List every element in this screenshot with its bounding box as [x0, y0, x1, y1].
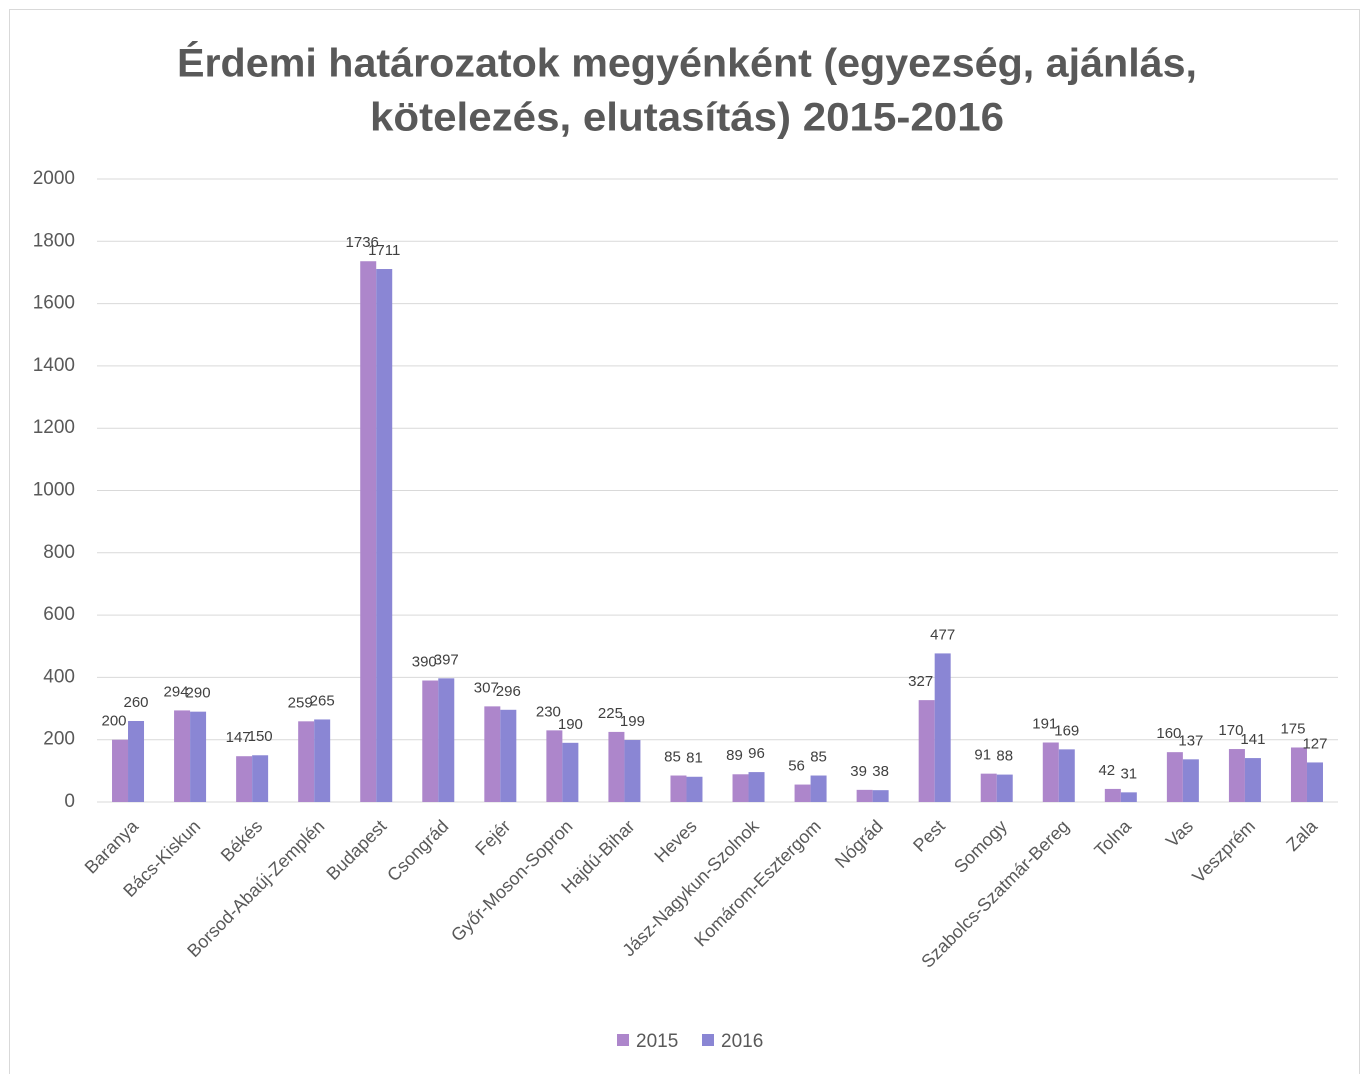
- y-tick-label: 1600: [33, 293, 75, 314]
- value-label: 42: [1098, 762, 1115, 779]
- bar: [360, 261, 377, 803]
- value-label: 390: [412, 653, 437, 670]
- y-tick-label: 1000: [33, 480, 75, 501]
- bar: [748, 772, 765, 802]
- value-label: 147: [226, 729, 251, 746]
- bar: [1244, 758, 1261, 802]
- value-label: 39: [850, 763, 867, 780]
- value-label: 230: [536, 703, 561, 720]
- legend-swatch: [617, 1034, 629, 1046]
- value-label: 327: [908, 673, 933, 690]
- legend-label: 2015: [636, 1031, 678, 1052]
- y-tick-label: 600: [43, 604, 75, 625]
- value-label: 191: [1032, 715, 1057, 732]
- value-label: 127: [1302, 735, 1327, 752]
- value-label: 1736: [346, 234, 379, 251]
- y-tick-label: 1800: [33, 230, 75, 251]
- bar: [314, 719, 331, 802]
- value-label: 160: [1156, 725, 1181, 742]
- value-label: 259: [288, 694, 313, 711]
- y-tick-label: 400: [43, 666, 75, 687]
- bar: [918, 700, 935, 802]
- value-label: 31: [1120, 765, 1137, 782]
- value-label: 141: [1240, 731, 1265, 748]
- y-tick-label: 1400: [33, 355, 75, 376]
- y-tick-label: 0: [64, 791, 75, 812]
- bar: [438, 678, 455, 802]
- value-label: 96: [748, 745, 765, 762]
- bar: [376, 269, 393, 802]
- y-tick-label: 200: [43, 729, 75, 750]
- bar: [422, 680, 439, 802]
- value-label: 200: [102, 713, 127, 730]
- chart-title: kötelezés, elutasítás) 2015-2016: [370, 96, 1004, 140]
- y-tick-label: 1200: [33, 417, 75, 438]
- bar: [112, 739, 129, 802]
- value-label: 169: [1054, 722, 1079, 739]
- chart-border: [9, 9, 1360, 1074]
- bar: [1104, 788, 1121, 802]
- bar: [484, 706, 501, 802]
- bar: [190, 711, 207, 802]
- value-label: 199: [620, 713, 645, 730]
- bar: [670, 775, 687, 802]
- value-label: 38: [872, 763, 889, 780]
- bar: [500, 709, 517, 802]
- value-label: 150: [248, 728, 273, 745]
- bar: [1228, 749, 1245, 802]
- bar: [1042, 742, 1059, 802]
- value-label: 307: [474, 679, 499, 696]
- bar: [624, 740, 641, 802]
- value-label: 137: [1178, 732, 1203, 749]
- bar: [934, 653, 951, 802]
- bar: [1120, 792, 1137, 802]
- value-label: 294: [164, 683, 189, 700]
- bar: [872, 790, 889, 802]
- value-label: 290: [186, 685, 211, 702]
- bar: [794, 784, 811, 802]
- value-label: 190: [558, 716, 583, 733]
- value-label: 85: [810, 748, 827, 765]
- bar: [1058, 749, 1075, 802]
- value-label: 477: [930, 626, 955, 643]
- bar: [546, 730, 563, 802]
- y-tick-label: 2000: [33, 168, 75, 189]
- value-label: 56: [788, 758, 805, 775]
- bar: [980, 773, 997, 802]
- bar: [856, 789, 873, 802]
- value-label: 89: [726, 747, 743, 764]
- value-label: 81: [686, 750, 703, 767]
- value-label: 397: [434, 651, 459, 668]
- bar: [810, 775, 827, 802]
- legend-swatch: [702, 1034, 714, 1046]
- value-label: 1711: [368, 242, 400, 259]
- bar: [252, 755, 269, 802]
- bar: [128, 721, 145, 802]
- bar: [608, 731, 625, 802]
- y-tick-label: 800: [43, 542, 75, 563]
- bar: [1166, 752, 1183, 802]
- value-label: 265: [310, 692, 335, 709]
- bar: [562, 742, 579, 802]
- bar: [1290, 747, 1307, 802]
- value-label: 296: [496, 683, 521, 700]
- bar: [298, 721, 315, 802]
- value-label: 91: [974, 747, 991, 764]
- bar: [996, 774, 1013, 802]
- value-label: 170: [1218, 722, 1243, 739]
- value-label: 175: [1280, 720, 1305, 737]
- bar: [236, 756, 253, 802]
- value-label: 260: [124, 694, 149, 711]
- value-label: 88: [996, 748, 1013, 765]
- value-label: 225: [598, 705, 623, 722]
- bar: [1182, 759, 1199, 802]
- chart-title: Érdemi határozatok megyénként (egyezség,…: [177, 41, 1197, 86]
- legend-label: 2016: [721, 1031, 763, 1052]
- bar: [1306, 762, 1323, 802]
- value-label: 85: [664, 748, 681, 765]
- bar: [732, 774, 749, 802]
- bar: [174, 710, 191, 802]
- bar: [686, 776, 703, 802]
